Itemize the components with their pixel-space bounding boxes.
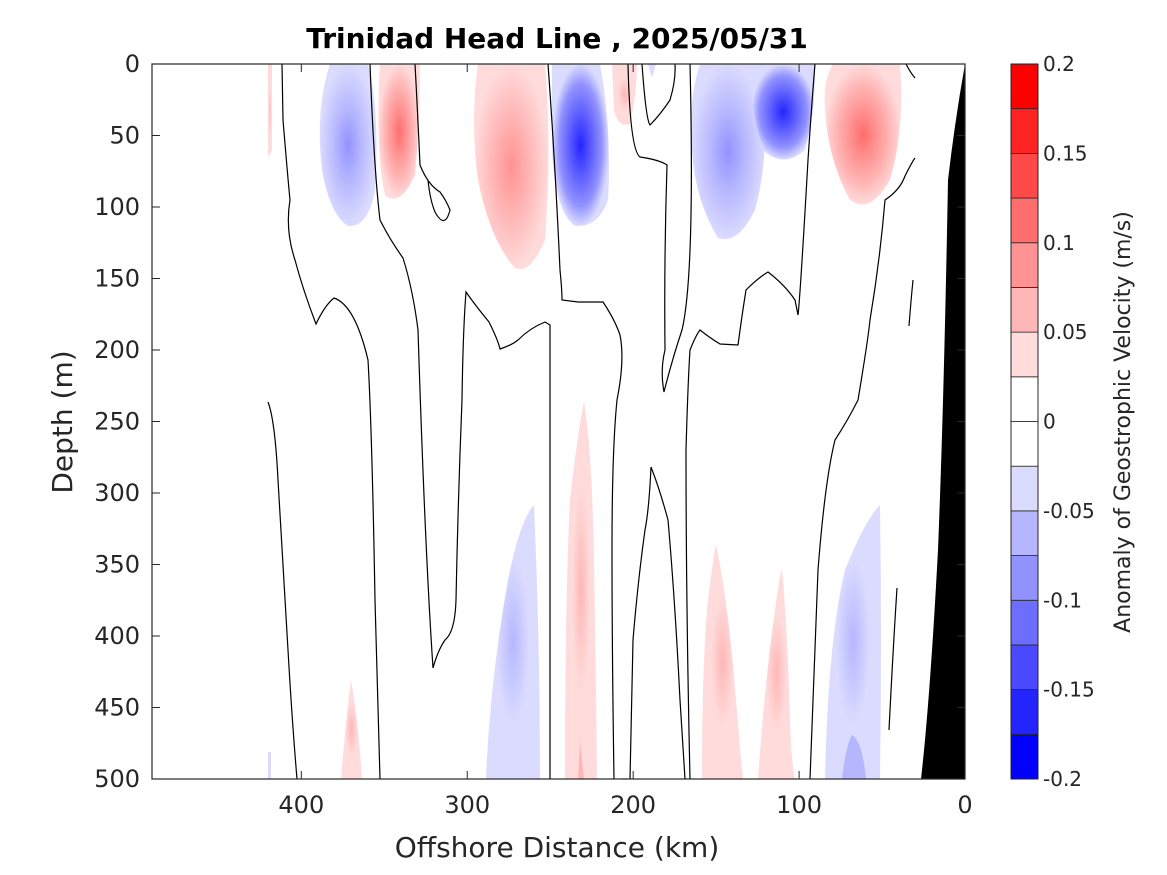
anomaly-core [268,64,272,158]
colorbar-frame [1010,63,1039,780]
colorbar-segment [1010,63,1039,110]
zero-contour [685,64,816,779]
y-tick-label: 400 [94,622,140,650]
anomaly-field [267,64,965,779]
colorbar-tick-label: -0.15 [1043,678,1095,702]
anomaly-core [842,735,866,779]
colorbar [1010,63,1039,780]
y-tick-label: 50 [109,122,140,150]
colorbar-tick-label: -0.05 [1043,499,1095,523]
zero-contour [629,466,686,779]
colorbar-segment [1010,510,1039,556]
colorbar-segment [1010,599,1039,646]
y-tick-label: 100 [94,193,140,221]
colorbar-tick-label: 0.15 [1043,141,1088,165]
x-tick-label: 200 [610,791,656,819]
y-tick-label: 200 [94,336,140,364]
x-axis-title: Offshore Distance (km) [395,831,720,864]
anomaly-core [578,742,584,779]
anomaly-core [268,752,271,779]
colorbar-segment [1010,644,1039,691]
chart-title: Trinidad Head Line , 2025/05/31 [306,22,808,55]
colorbar-tick-label: 0.1 [1043,231,1075,255]
colorbar-segment [1010,465,1039,512]
x-tick-label: 100 [776,791,822,819]
x-tick-label: 300 [444,791,490,819]
colorbar-segment [1010,689,1039,735]
anomaly-core [565,402,597,779]
zero-contours [267,64,916,779]
zero-contour [905,64,916,79]
anomaly-core [378,64,420,199]
colorbar-tick-label: 0.2 [1043,52,1075,76]
colorbar-segment [1010,152,1039,199]
colorbar-segment [1010,287,1039,333]
zero-contour [547,64,623,779]
y-tick-label: 300 [94,479,140,507]
anomaly-core [552,64,609,227]
zero-contour [267,401,298,779]
anomaly-core [702,545,743,779]
zero-contour [369,64,551,779]
anomaly-core [319,64,377,227]
y-tick-label: 150 [94,265,140,293]
anomaly-core [758,568,795,779]
colorbar-segment [1010,242,1039,288]
x-tick-label: 0 [957,791,972,819]
anomaly-core [612,64,637,125]
anomaly-core [691,64,765,240]
y-ticks: 0 50 100 150 200 250 300 350 400 450 500 [94,50,965,793]
anomaly-core [648,64,656,78]
anomaly-core [474,64,549,270]
y-tick-label: 250 [94,408,140,436]
y-tick-label: 0 [125,50,140,78]
anomaly-core [825,505,881,779]
y-tick-label: 450 [94,694,140,722]
colorbar-segment [1010,331,1039,378]
zero-contour [641,64,676,126]
colorbar-segment [1010,376,1039,422]
colorbar-segment [1010,197,1039,244]
x-ticks: 400 300 200 100 0 [278,64,973,819]
colorbar-tick-label: 0.05 [1043,320,1088,344]
colorbar-title: Anomaly of Geostrophic Velocity (m/s) [1111,211,1136,633]
colorbar-segment [1010,555,1039,601]
anomaly-core [486,505,540,779]
bottom-topography [921,64,965,779]
colorbar-segment [1010,421,1039,467]
anomaly-core [341,680,362,779]
zero-contour [809,157,916,779]
zero-contour [414,64,451,222]
zero-contour [888,587,898,731]
zero-contour [908,279,914,327]
zero-contour [627,64,692,393]
x-tick-label: 400 [278,791,324,819]
anomaly-core [824,64,902,205]
zero-contour [281,64,381,779]
colorbar-ticks: 0.2 0.15 0.1 0.05 0 -0.05 -0.1 -0.15 -0.2 [1043,52,1095,791]
y-tick-label: 350 [94,551,140,579]
y-tick-label: 500 [94,765,140,793]
colorbar-tick-label: -0.2 [1043,767,1082,791]
anomaly-core [751,64,816,160]
colorbar-segment [1010,108,1039,154]
colorbar-tick-label: -0.1 [1043,588,1082,612]
colorbar-segment [1010,733,1039,780]
y-axis-title: Depth (m) [46,350,79,493]
colorbar-tick-label: 0 [1043,410,1056,434]
